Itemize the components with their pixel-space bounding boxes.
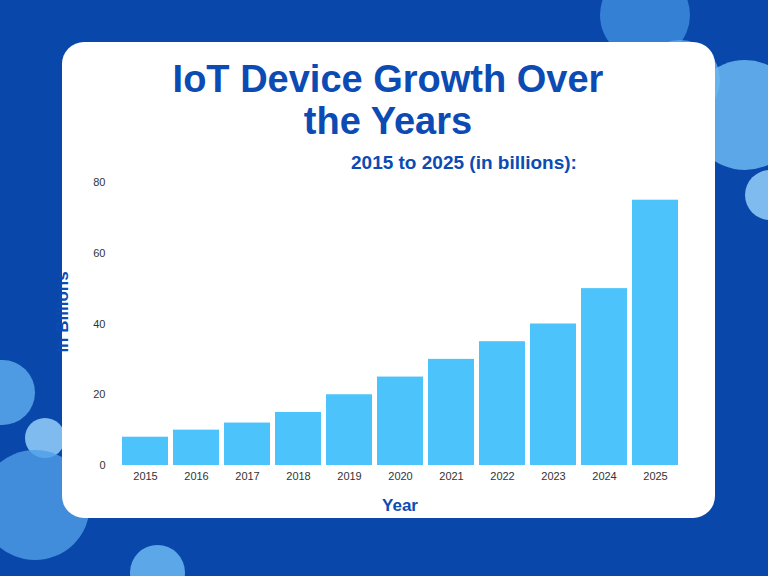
html-text:2015 to 2025 (in billions):: 2015 to 2025 (in billions): (351, 152, 577, 173)
svg-text:2023: 2023 (541, 470, 565, 482)
svg-text:2019: 2019 (337, 470, 361, 482)
svg-text:20: 20 (93, 388, 105, 400)
svg-text:2024: 2024 (592, 470, 616, 482)
svg-text:2015: 2015 (133, 470, 157, 482)
svg-text:80: 80 (93, 176, 105, 188)
svg-text:2022: 2022 (490, 470, 514, 482)
html-text:In Billions: In Billions (53, 271, 72, 353)
svg-text:40: 40 (93, 318, 105, 330)
svg-text:0: 0 (99, 459, 105, 471)
svg-text:2016: 2016 (184, 470, 208, 482)
svg-text:2021: 2021 (439, 470, 463, 482)
svg-text:60: 60 (93, 247, 105, 259)
html-text:IoT Device Growth Over the Yea: IoT Device Growth Over the Years (172, 58, 604, 142)
svg-text:2020: 2020 (388, 470, 412, 482)
svg-text:2017: 2017 (235, 470, 259, 482)
svg-text:2018: 2018 (286, 470, 310, 482)
html-text:Year: Year (382, 496, 418, 515)
svg-text:2025: 2025 (643, 470, 667, 482)
